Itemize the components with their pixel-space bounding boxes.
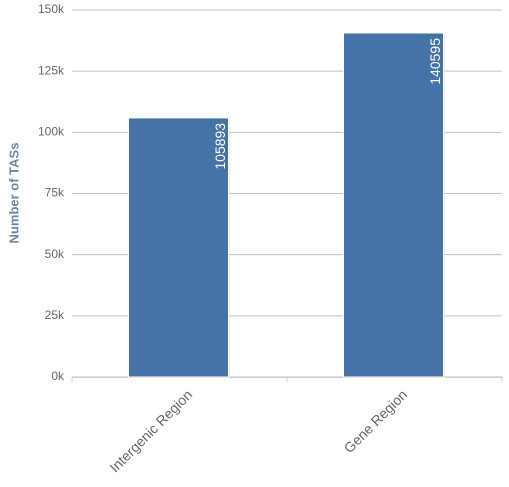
y-tick-label: 150k [38, 2, 65, 16]
y-tick-label: 100k [38, 125, 65, 139]
y-axis-title: Number of TASs [6, 143, 21, 244]
x-tick-label: Intergenic Region [106, 386, 195, 475]
x-tick-label: Gene Region [341, 386, 411, 456]
data-label: 140595 [427, 38, 443, 85]
bar [343, 32, 444, 378]
y-tick-label: 75k [45, 186, 65, 200]
data-label: 105893 [212, 123, 228, 170]
y-tick-label: 125k [38, 63, 65, 77]
bar [128, 117, 229, 378]
y-tick-label: 50k [45, 247, 65, 261]
y-tick-label: 0k [51, 369, 65, 383]
y-tick-label: 25k [45, 308, 65, 322]
